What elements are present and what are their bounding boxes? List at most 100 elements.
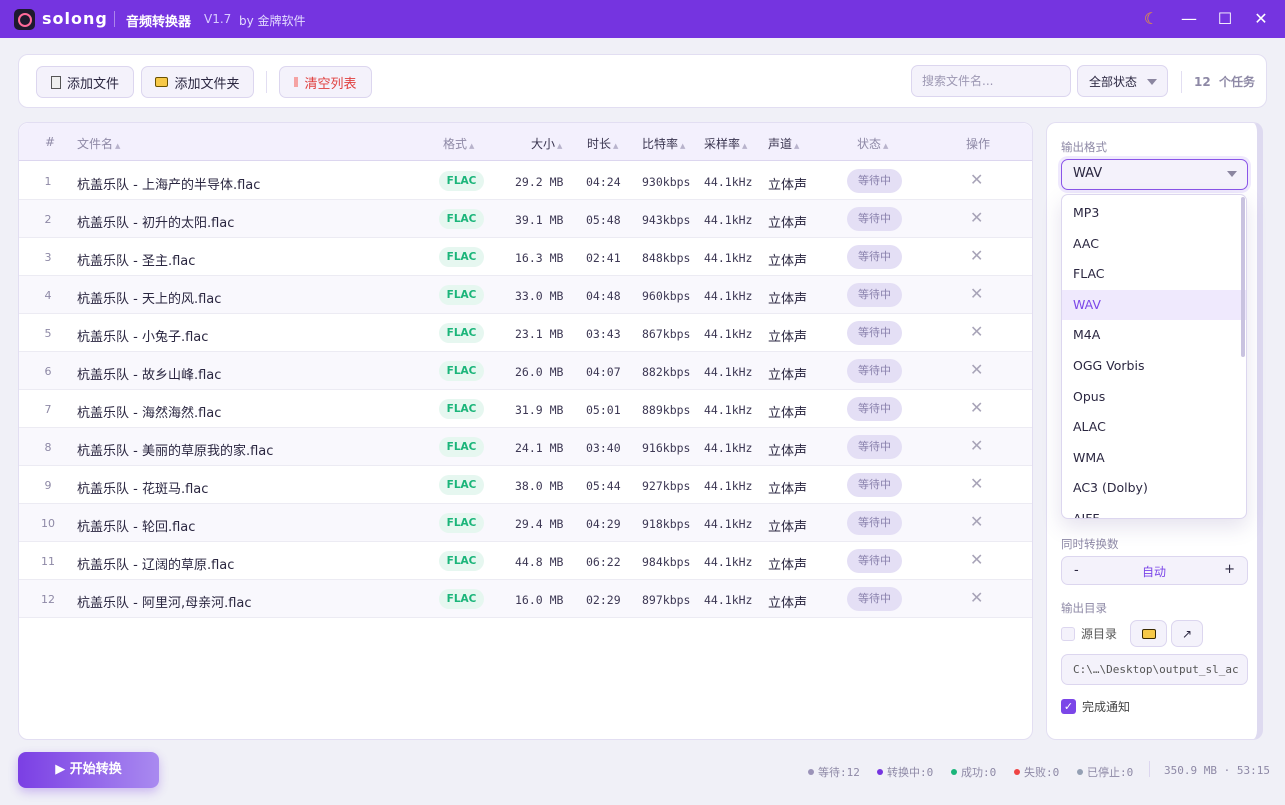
- bitrate: 889kbps: [642, 403, 691, 417]
- format-option[interactable]: OGG Vorbis: [1073, 357, 1145, 373]
- table-row[interactable]: 9 杭盖乐队 - 花斑马.flac FLAC 38.0 MB 05:44 927…: [19, 466, 1032, 504]
- bitrate: 867kbps: [642, 327, 691, 341]
- channel: 立体声: [768, 406, 808, 421]
- divider: [266, 71, 267, 93]
- stat-failed: 失败:0: [1014, 764, 1059, 780]
- col-duration[interactable]: 时长 ▲: [587, 137, 619, 151]
- table-row[interactable]: 8 杭盖乐队 - 美丽的草原我的家.flac FLAC 24.1 MB 03:4…: [19, 428, 1032, 466]
- maximize-button[interactable]: ☐: [1217, 9, 1233, 28]
- status-badge: 等待中: [847, 435, 902, 459]
- remove-row-close-icon[interactable]: ✕: [970, 322, 984, 341]
- col-index: #: [45, 135, 56, 149]
- remove-row-close-icon[interactable]: ✕: [970, 550, 984, 569]
- format-option[interactable]: MP3: [1073, 205, 1100, 220]
- divider: [1149, 761, 1150, 777]
- output-format-select[interactable]: WAV: [1061, 159, 1248, 190]
- format-badge: FLAC: [439, 437, 484, 457]
- row-index: 8: [44, 441, 52, 454]
- file-size: 16.3 MB: [515, 251, 564, 265]
- app-logo-icon: [14, 9, 35, 30]
- table-row[interactable]: 10 杭盖乐队 - 轮回.flac FLAC 29.4 MB 04:29 918…: [19, 504, 1032, 542]
- open-folder-arrow-icon[interactable]: ↗: [1171, 620, 1203, 647]
- table-row[interactable]: 12 杭盖乐队 - 阿里河,母亲河.flac FLAC 16.0 MB 02:2…: [19, 580, 1032, 618]
- task-count: 12 个任务: [1194, 75, 1256, 89]
- remove-row-close-icon[interactable]: ✕: [970, 208, 984, 227]
- bitrate: 927kbps: [642, 479, 691, 493]
- format-option[interactable]: M4A: [1073, 327, 1101, 343]
- channel: 立体声: [768, 292, 808, 307]
- sample-rate: 44.1kHz: [704, 441, 753, 455]
- format-option[interactable]: AIFF: [1073, 510, 1100, 519]
- dropdown-scrollbar[interactable]: [1241, 197, 1245, 357]
- col-size[interactable]: 大小 ▲: [531, 137, 563, 151]
- format-option[interactable]: WMA: [1073, 449, 1105, 465]
- notify-label: 完成通知: [1082, 700, 1131, 714]
- status-badge: 等待中: [847, 587, 902, 611]
- remove-row-close-icon[interactable]: ✕: [970, 284, 984, 303]
- remove-row-close-icon[interactable]: ✕: [970, 474, 984, 493]
- close-button[interactable]: ✕: [1254, 9, 1268, 28]
- file-name: 杭盖乐队 - 小兔子.flac: [77, 330, 209, 345]
- stat-success: 成功:0: [951, 764, 996, 780]
- col-channel[interactable]: 声道 ▲: [768, 137, 800, 151]
- table-row[interactable]: 6 杭盖乐队 - 故乡山峰.flac FLAC 26.0 MB 04:07 88…: [19, 352, 1032, 390]
- remove-row-close-icon[interactable]: ✕: [970, 360, 984, 379]
- table-row[interactable]: 1 杭盖乐队 - 上海产的半导体.flac FLAC 29.2 MB 04:24…: [19, 162, 1032, 200]
- concurrency-plus-button[interactable]: +: [1224, 562, 1235, 577]
- remove-row-close-icon[interactable]: ✕: [970, 512, 984, 531]
- remove-row-close-icon[interactable]: ✕: [970, 398, 984, 417]
- file-name: 杭盖乐队 - 辽阔的草原.flac: [77, 558, 235, 573]
- status-filter-select[interactable]: 全部状态: [1077, 65, 1168, 97]
- format-badge: FLAC: [439, 361, 484, 381]
- channel: 立体声: [768, 178, 808, 193]
- channel: 立体声: [768, 444, 808, 459]
- output-dir-path[interactable]: C:\…\Desktop\output_sl_ac: [1061, 654, 1248, 685]
- clear-list-button[interactable]: 清空列表: [279, 66, 372, 98]
- output-dir-label: 输出目录: [1061, 601, 1107, 615]
- notify-checkbox[interactable]: ✓ 完成通知: [1061, 698, 1130, 715]
- dark-mode-moon-icon[interactable]: ☾: [1143, 9, 1159, 28]
- format-option[interactable]: FLAC: [1073, 266, 1105, 282]
- minimize-button[interactable]: —: [1181, 9, 1197, 28]
- col-samplerate[interactable]: 采样率 ▲: [704, 137, 748, 151]
- add-folder-button[interactable]: 添加文件夹: [141, 66, 254, 98]
- table-row[interactable]: 5 杭盖乐队 - 小兔子.flac FLAC 23.1 MB 03:43 867…: [19, 314, 1032, 352]
- file-name: 杭盖乐队 - 阿里河,母亲河.flac: [77, 596, 252, 611]
- concurrency-minus-button[interactable]: -: [1074, 563, 1079, 578]
- format-option[interactable]: ALAC: [1073, 419, 1106, 435]
- status-badge: 等待中: [847, 473, 902, 497]
- table-row[interactable]: 2 杭盖乐队 - 初升的太阳.flac FLAC 39.1 MB 05:48 9…: [19, 200, 1032, 238]
- table-row[interactable]: 11 杭盖乐队 - 辽阔的草原.flac FLAC 44.8 MB 06:22 …: [19, 542, 1032, 580]
- format-option[interactable]: AAC: [1073, 235, 1099, 251]
- file-size: 24.1 MB: [515, 441, 564, 455]
- col-format[interactable]: 格式 ▲: [443, 137, 475, 151]
- format-option[interactable]: Opus: [1073, 388, 1106, 404]
- col-name[interactable]: 文件名 ▲: [77, 137, 121, 151]
- status-filter-value: 全部状态: [1089, 74, 1138, 89]
- col-bitrate[interactable]: 比特率 ▲: [642, 137, 686, 151]
- file-icon: [50, 75, 61, 89]
- status-badge: 等待中: [847, 283, 902, 307]
- col-status[interactable]: 状态 ▲: [857, 137, 889, 151]
- file-size: 38.0 MB: [515, 479, 564, 493]
- duration: 02:41: [586, 251, 621, 265]
- remove-row-close-icon[interactable]: ✕: [970, 170, 984, 189]
- search-input[interactable]: [911, 65, 1071, 97]
- bitrate: 848kbps: [642, 251, 691, 265]
- table-row[interactable]: 3 杭盖乐队 - 圣主.flac FLAC 16.3 MB 02:41 848k…: [19, 238, 1032, 276]
- duration: 04:24: [586, 175, 621, 189]
- start-convert-button[interactable]: ▶ 开始转换: [18, 752, 159, 788]
- remove-row-close-icon[interactable]: ✕: [970, 246, 984, 265]
- format-option[interactable]: WAV: [1062, 289, 1246, 321]
- browse-folder-button[interactable]: [1130, 620, 1167, 647]
- row-index: 12: [41, 593, 55, 606]
- file-size: 44.8 MB: [515, 555, 564, 569]
- remove-row-close-icon[interactable]: ✕: [970, 436, 984, 455]
- source-dir-checkbox[interactable]: 源目录: [1061, 625, 1117, 642]
- remove-row-close-icon[interactable]: ✕: [970, 588, 984, 607]
- table-row[interactable]: 7 杭盖乐队 - 海然海然.flac FLAC 31.9 MB 05:01 88…: [19, 390, 1032, 428]
- format-option[interactable]: AC3 (Dolby): [1073, 480, 1148, 496]
- table-row[interactable]: 4 杭盖乐队 - 天上的风.flac FLAC 33.0 MB 04:48 96…: [19, 276, 1032, 314]
- row-index: 1: [44, 175, 52, 188]
- add-file-button[interactable]: 添加文件: [36, 66, 134, 98]
